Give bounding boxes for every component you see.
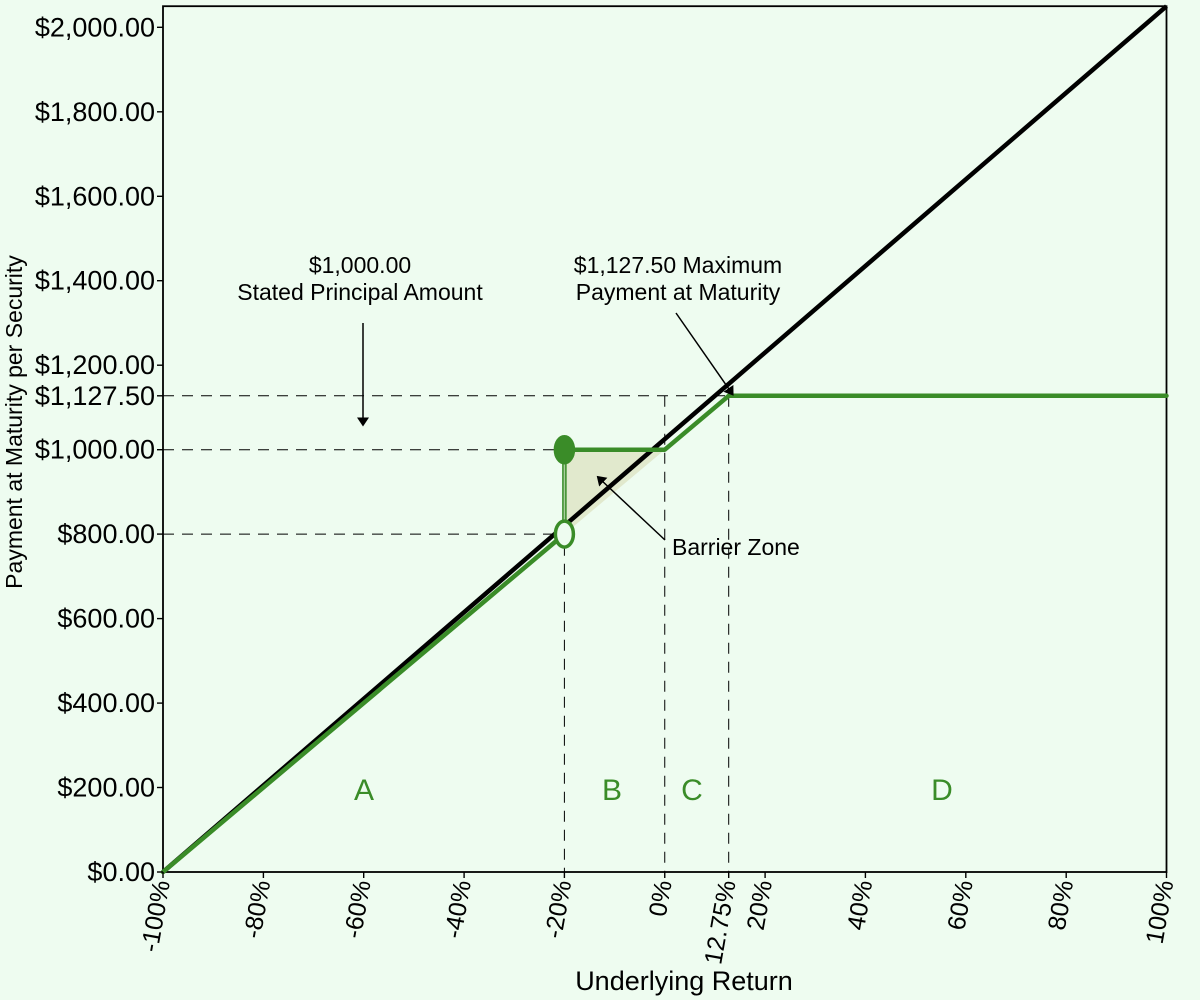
- svg-text:$1,127.50 Maximum: $1,127.50 Maximum: [574, 252, 782, 278]
- svg-text:$2,000.00: $2,000.00: [35, 12, 155, 42]
- svg-text:$1,600.00: $1,600.00: [35, 181, 155, 211]
- svg-text:$600.00: $600.00: [57, 604, 155, 634]
- svg-text:Barrier Zone: Barrier Zone: [672, 534, 800, 560]
- svg-text:Payment at Maturity per Securi: Payment at Maturity per Security: [1, 255, 27, 589]
- svg-text:$200.00: $200.00: [57, 773, 155, 803]
- svg-text:$1,127.50: $1,127.50: [35, 381, 155, 411]
- svg-text:$800.00: $800.00: [57, 519, 155, 549]
- svg-text:$1,400.00: $1,400.00: [35, 266, 155, 296]
- svg-text:B: B: [602, 774, 622, 807]
- svg-text:C: C: [681, 774, 703, 807]
- svg-text:$1,000.00: $1,000.00: [35, 435, 155, 465]
- svg-text:$400.00: $400.00: [57, 688, 155, 718]
- svg-text:Payment at Maturity: Payment at Maturity: [576, 279, 781, 305]
- svg-text:$1,200.00: $1,200.00: [35, 350, 155, 380]
- svg-text:Stated Principal Amount: Stated Principal Amount: [237, 279, 483, 305]
- svg-text:A: A: [354, 774, 374, 807]
- svg-text:$0.00: $0.00: [87, 857, 155, 887]
- svg-text:D: D: [931, 774, 953, 807]
- svg-text:$1,800.00: $1,800.00: [35, 97, 155, 127]
- svg-text:Underlying Return: Underlying Return: [575, 966, 793, 996]
- svg-text:$1,000.00: $1,000.00: [309, 252, 411, 278]
